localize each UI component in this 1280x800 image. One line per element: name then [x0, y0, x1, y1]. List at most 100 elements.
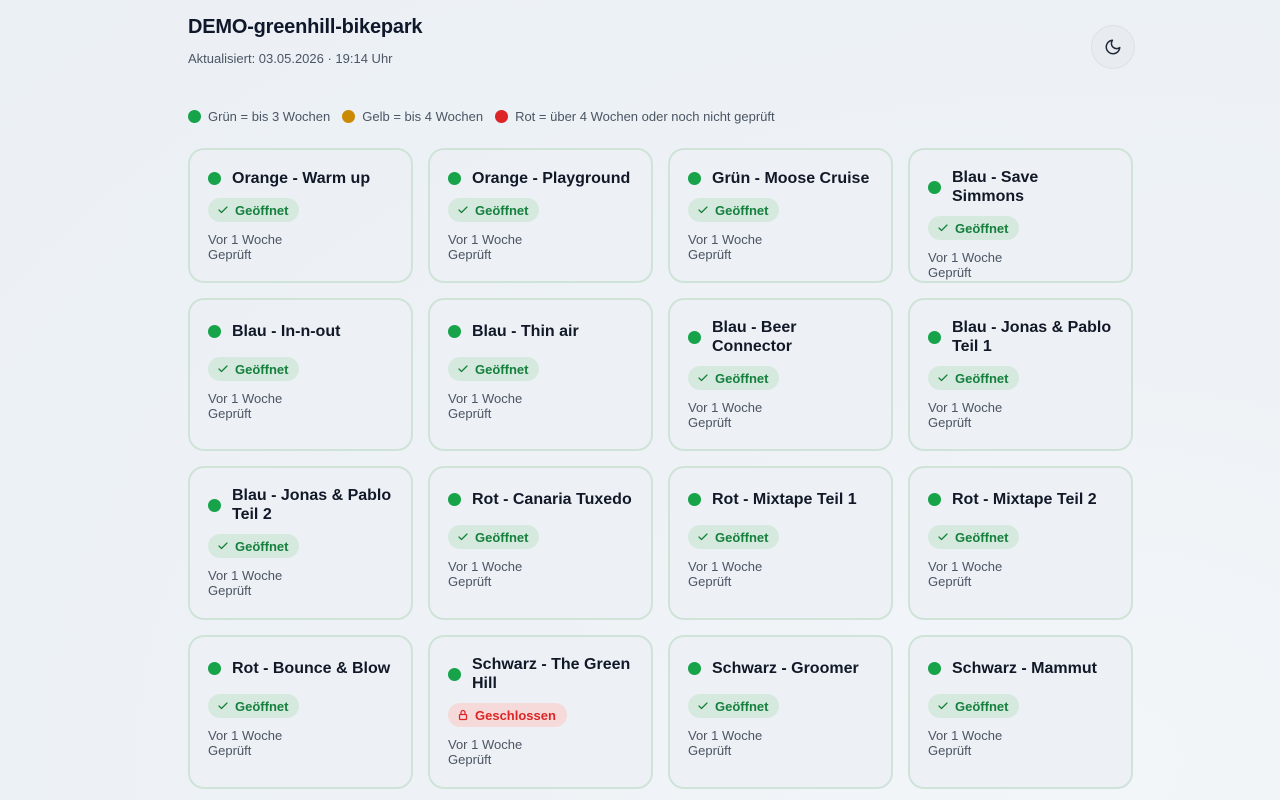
trail-name: Rot - Mixtape Teil 2 [952, 490, 1097, 508]
legend-dot-yellow [342, 109, 356, 123]
legend-dot-red [495, 109, 509, 123]
check-icon [937, 372, 949, 384]
status-badge: Geöffnet [928, 694, 1020, 718]
status-badge: Geöffnet [928, 366, 1020, 390]
status-dot [448, 324, 461, 338]
status-dot [688, 492, 701, 506]
status-text: Geöffnet [475, 202, 529, 218]
trail-card[interactable]: Blau - Jonas & Pablo Teil 1 Geöffnet Vor… [908, 298, 1133, 451]
trail-card[interactable]: Grün - Moose Cruise Geöffnet Vor 1 Woche… [668, 148, 893, 283]
status-text: Geöffnet [955, 529, 1009, 545]
status-dot [448, 171, 461, 185]
legend-dot-green [188, 109, 201, 123]
theme-toggle-button[interactable] [1091, 25, 1135, 69]
trail-card[interactable]: Blau - Beer Connector Geöffnet Vor 1 Woc… [668, 298, 893, 451]
status-text: Geöffnet [475, 529, 529, 545]
legend-item-green: Grün = bis 3 Wochen [188, 109, 330, 124]
status-dot [928, 180, 941, 194]
status-badge: Geöffnet [448, 357, 540, 381]
checked-label: Geprüft [928, 415, 972, 430]
status-dot [208, 171, 221, 185]
trail-card[interactable]: Blau - Save Simmons Geöffnet Vor 1 Woche… [908, 148, 1133, 283]
trail-card[interactable]: Blau - In-n-out Geöffnet Vor 1 Woche Gepr… [188, 298, 413, 451]
checked-ago: Vor 1 Woche [208, 391, 283, 406]
checked-label: Geprüft [208, 247, 252, 262]
status-badge: Geöffnet [688, 525, 780, 549]
status-dot [928, 492, 941, 506]
status-dot [688, 330, 701, 344]
status-badge: Geöffnet [928, 525, 1020, 549]
check-icon [217, 204, 229, 216]
checked-ago: Vor 1 Woche [688, 400, 763, 415]
checked-ago: Vor 1 Woche [928, 250, 1003, 265]
checked-ago: Vor 1 Woche [208, 568, 283, 583]
lock-icon [457, 709, 469, 721]
status-text: Geöffnet [955, 220, 1009, 236]
check-icon [697, 372, 709, 384]
status-text: Geöffnet [235, 202, 289, 218]
status-dot [448, 492, 461, 506]
status-dot [208, 661, 221, 675]
checked-ago: Vor 1 Woche [688, 559, 763, 574]
checked-label: Geprüft [208, 406, 252, 421]
check-icon [457, 204, 469, 216]
checked-label: Geprüft [448, 752, 492, 767]
status-badge: Geöffnet [928, 216, 1020, 240]
trail-card[interactable]: Blau - Jonas & Pablo Teil 2 Geöffnet Vor… [188, 466, 413, 620]
status-text: Geöffnet [715, 370, 769, 386]
trail-card[interactable]: Rot - Bounce & Blow Geöffnet Vor 1 Woche… [188, 635, 413, 789]
status-text: Geöffnet [955, 698, 1009, 714]
trail-name: Blau - Thin air [472, 322, 579, 340]
legend-item-yellow: Gelb = bis 4 Wochen [342, 109, 483, 124]
trail-card[interactable]: Blau - Thin air Geöffnet Vor 1 Woche Gepr… [428, 298, 653, 451]
check-icon [697, 204, 709, 216]
trail-name: Orange - Warm up [232, 169, 371, 187]
status-dot [208, 324, 221, 338]
checked-label: Geprüft [928, 574, 972, 589]
check-icon [217, 540, 229, 552]
trail-card[interactable]: Schwarz - Mammut Geöffnet Vor 1 Woche Gep… [908, 635, 1133, 789]
legend-label: Gelb = bis 4 Wochen [362, 108, 484, 124]
check-icon [697, 700, 709, 712]
checked-ago: Vor 1 Woche [688, 232, 763, 247]
checked-label: Geprüft [208, 583, 252, 598]
status-dot [928, 330, 941, 344]
trail-name: Blau - Beer Connector [712, 319, 797, 355]
trail-card[interactable]: Rot - Canaria Tuxedo Geöffnet Vor 1 Woch… [428, 466, 653, 620]
trail-grid: Orange - Warm up Geöffnet Vor 1 Woche Gep… [188, 148, 1135, 789]
trail-name: Blau - Save Simmons [952, 169, 1039, 205]
trail-card[interactable]: Schwarz - The Green Hill Geschlossen Vor… [428, 635, 653, 789]
status-dot [928, 661, 941, 675]
trail-card[interactable]: Rot - Mixtape Teil 2 Geöffnet Vor 1 Woch… [908, 466, 1133, 620]
last-updated: Aktualisiert: 03.05.2026 · 19:14 Uhr [188, 51, 393, 66]
trail-card[interactable]: Orange - Playground Geöffnet Vor 1 Woche… [428, 148, 653, 283]
trail-name: Blau - In-n-out [232, 322, 341, 340]
status-badge: Geöffnet [688, 198, 780, 222]
moon-icon [1104, 38, 1122, 56]
trail-card[interactable]: Orange - Warm up Geöffnet Vor 1 Woche Gep… [188, 148, 413, 283]
trail-card[interactable]: Schwarz - Groomer Geöffnet Vor 1 Woche Ge… [668, 635, 893, 789]
check-icon [697, 531, 709, 543]
status-text: Geöffnet [475, 361, 529, 377]
status-legend: Grün = bis 3 Wochen Gelb = bis 4 Wochen … [188, 106, 787, 126]
checked-ago: Vor 1 Woche [928, 728, 1003, 743]
checked-label: Geprüft [688, 574, 732, 589]
status-badge: Geöffnet [208, 198, 300, 222]
checked-ago: Vor 1 Woche [448, 391, 523, 406]
check-icon [217, 363, 229, 375]
check-icon [457, 531, 469, 543]
check-icon [937, 222, 949, 234]
checked-ago: Vor 1 Woche [928, 559, 1003, 574]
trail-card[interactable]: Rot - Mixtape Teil 1 Geöffnet Vor 1 Woch… [668, 466, 893, 620]
page: DEMO-greenhill-bikepark Aktualisiert: 03… [188, 0, 1135, 800]
trail-name: Rot - Canaria Tuxedo [472, 490, 632, 508]
checked-label: Geprüft [688, 415, 732, 430]
status-text: Geöffnet [955, 370, 1009, 386]
trail-name: Blau - Jonas & Pablo Teil 1 [952, 319, 1112, 355]
trail-name: Orange - Playground [472, 169, 631, 187]
legend-label: Grün = bis 3 Wochen [208, 108, 331, 124]
check-icon [457, 363, 469, 375]
checked-ago: Vor 1 Woche [208, 232, 283, 247]
trail-name: Rot - Mixtape Teil 1 [712, 490, 857, 508]
trail-name: Schwarz - Groomer [712, 659, 859, 677]
